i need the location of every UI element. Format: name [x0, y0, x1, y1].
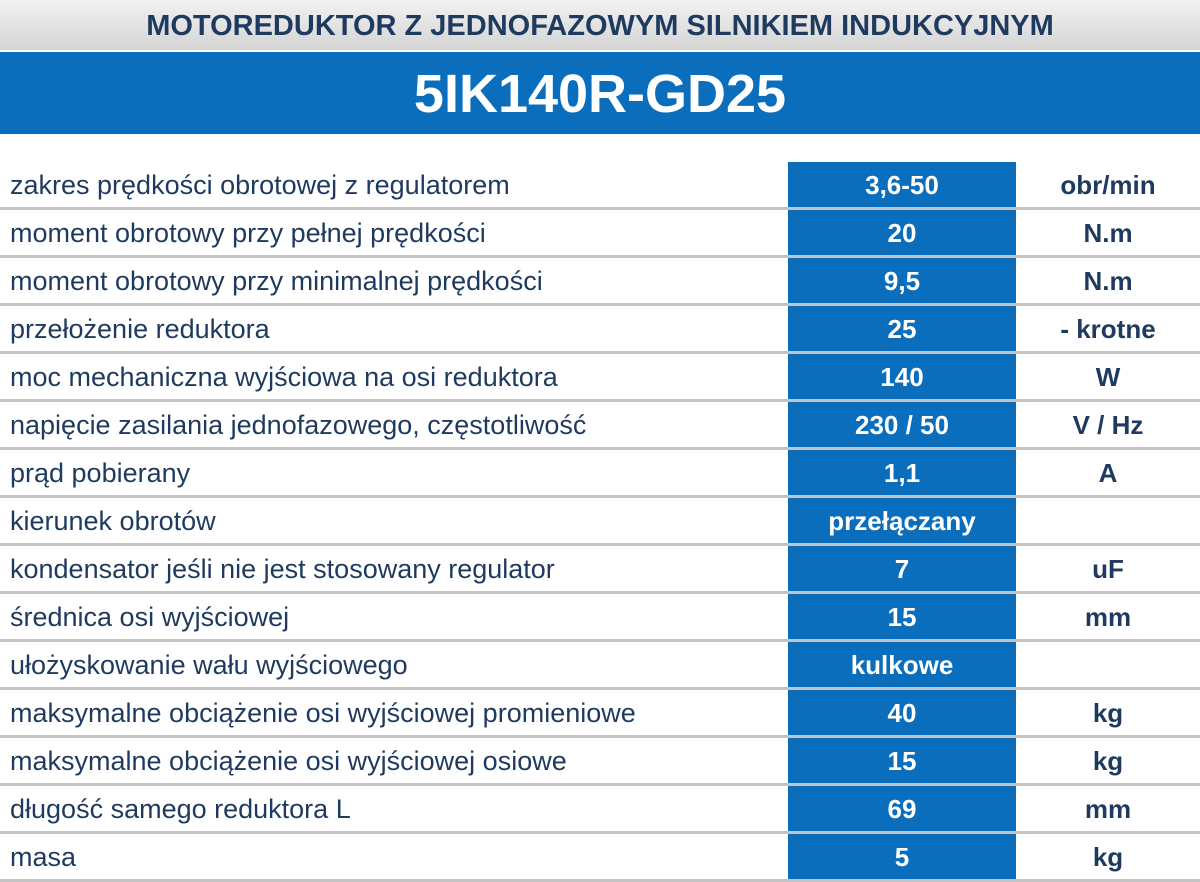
spec-value: 3,6-50	[788, 162, 1016, 207]
row-separator	[0, 591, 1200, 594]
spec-label: kierunek obrotów	[10, 506, 216, 536]
spec-value: 1,1	[788, 450, 1016, 495]
spec-value: 25	[788, 306, 1016, 351]
spec-unit: N.m	[1083, 218, 1133, 248]
spec-value: 9,5	[788, 258, 1016, 303]
spec-unit: V / Hz	[1072, 410, 1144, 440]
row-separator	[0, 831, 1200, 834]
spec-unit: kg	[1092, 746, 1124, 776]
spec-label: maksymalne obciążenie osi wyjściowej pro…	[10, 698, 636, 728]
row-separator	[0, 495, 1200, 498]
spec-unit: W	[1095, 362, 1121, 392]
spec-label: zakres prędkości obrotowej z regulatorem	[10, 170, 510, 200]
header-title: MOTOREDUKTOR Z JEDNOFAZOWYM SILNIKIEM IN…	[0, 0, 1200, 50]
spec-value: 7	[788, 546, 1016, 591]
spec-row: długość samego reduktora L 69 mm	[0, 786, 1200, 834]
spec-row: moment obrotowy przy pełnej prędkości 20 N…	[0, 210, 1200, 258]
spec-unit: obr/min	[1060, 170, 1156, 200]
spec-label: napięcie zasilania jednofazowego, często…	[10, 410, 587, 440]
model-name: 5IK140R-GD25	[0, 52, 1200, 134]
spec-label: moc mechaniczna wyjściowa na osi redukto…	[10, 362, 558, 392]
spec-label: maksymalne obciążenie osi wyjściowej osi…	[10, 746, 567, 776]
spec-row: maksymalne obciążenie osi wyjściowej osi…	[0, 738, 1200, 786]
spec-label: prąd pobierany	[10, 458, 191, 488]
spec-unit: mm	[1084, 794, 1132, 824]
spec-row: prąd pobierany 1,1 A	[0, 450, 1200, 498]
spec-row: przełożenie reduktora 25 - krotne	[0, 306, 1200, 354]
row-separator	[0, 399, 1200, 402]
spec-row: napięcie zasilania jednofazowego, często…	[0, 402, 1200, 450]
row-separator	[0, 447, 1200, 450]
spec-label: masa	[10, 842, 77, 872]
spec-value: kulkowe	[788, 642, 1016, 687]
spec-label: przełożenie reduktora	[10, 314, 270, 344]
spec-row: zakres prędkości obrotowej z regulatorem…	[0, 162, 1200, 210]
spec-value: 5	[788, 834, 1016, 879]
spec-label: moment obrotowy przy minimalnej prędkośc…	[10, 266, 543, 296]
row-separator	[0, 783, 1200, 786]
spec-value: 140	[788, 354, 1016, 399]
spec-value: 230 / 50	[788, 402, 1016, 447]
row-separator	[0, 351, 1200, 354]
spec-value: przełączany	[788, 498, 1016, 543]
spec-label: kondensator jeśli nie jest stosowany reg…	[10, 554, 555, 584]
spec-unit: N.m	[1083, 266, 1133, 296]
spec-value: 15	[788, 738, 1016, 783]
spec-label: długość samego reduktora L	[10, 794, 351, 824]
spec-label: ułożyskowanie wału wyjściowego	[10, 650, 408, 680]
spec-row: maksymalne obciążenie osi wyjściowej pro…	[0, 690, 1200, 738]
row-separator	[0, 735, 1200, 738]
row-separator	[0, 639, 1200, 642]
spec-unit: - krotne	[1060, 314, 1156, 344]
spec-row: kierunek obrotów przełączany	[0, 498, 1200, 546]
spec-value: 69	[788, 786, 1016, 831]
spec-unit: mm	[1084, 602, 1132, 632]
spec-row: średnica osi wyjściowej 15 mm	[0, 594, 1200, 642]
spec-row: moc mechaniczna wyjściowa na osi redukto…	[0, 354, 1200, 402]
spec-value: 20	[788, 210, 1016, 255]
spec-unit: uF	[1092, 554, 1124, 584]
spec-unit: kg	[1092, 698, 1124, 728]
spec-unit: A	[1098, 458, 1118, 488]
row-separator	[0, 207, 1200, 210]
spec-unit: kg	[1092, 842, 1124, 872]
row-separator	[0, 543, 1200, 546]
spec-label: moment obrotowy przy pełnej prędkości	[10, 218, 486, 248]
spec-label: średnica osi wyjściowej	[10, 602, 290, 632]
spec-row: masa 5 kg	[0, 834, 1200, 882]
row-separator	[0, 255, 1200, 258]
row-separator	[0, 687, 1200, 690]
spec-row: kondensator jeśli nie jest stosowany reg…	[0, 546, 1200, 594]
spec-row: moment obrotowy przy minimalnej prędkośc…	[0, 258, 1200, 306]
row-separator	[0, 303, 1200, 306]
spec-value: 15	[788, 594, 1016, 639]
spec-value: 40	[788, 690, 1016, 735]
spec-row: ułożyskowanie wału wyjściowego kulkowe	[0, 642, 1200, 690]
